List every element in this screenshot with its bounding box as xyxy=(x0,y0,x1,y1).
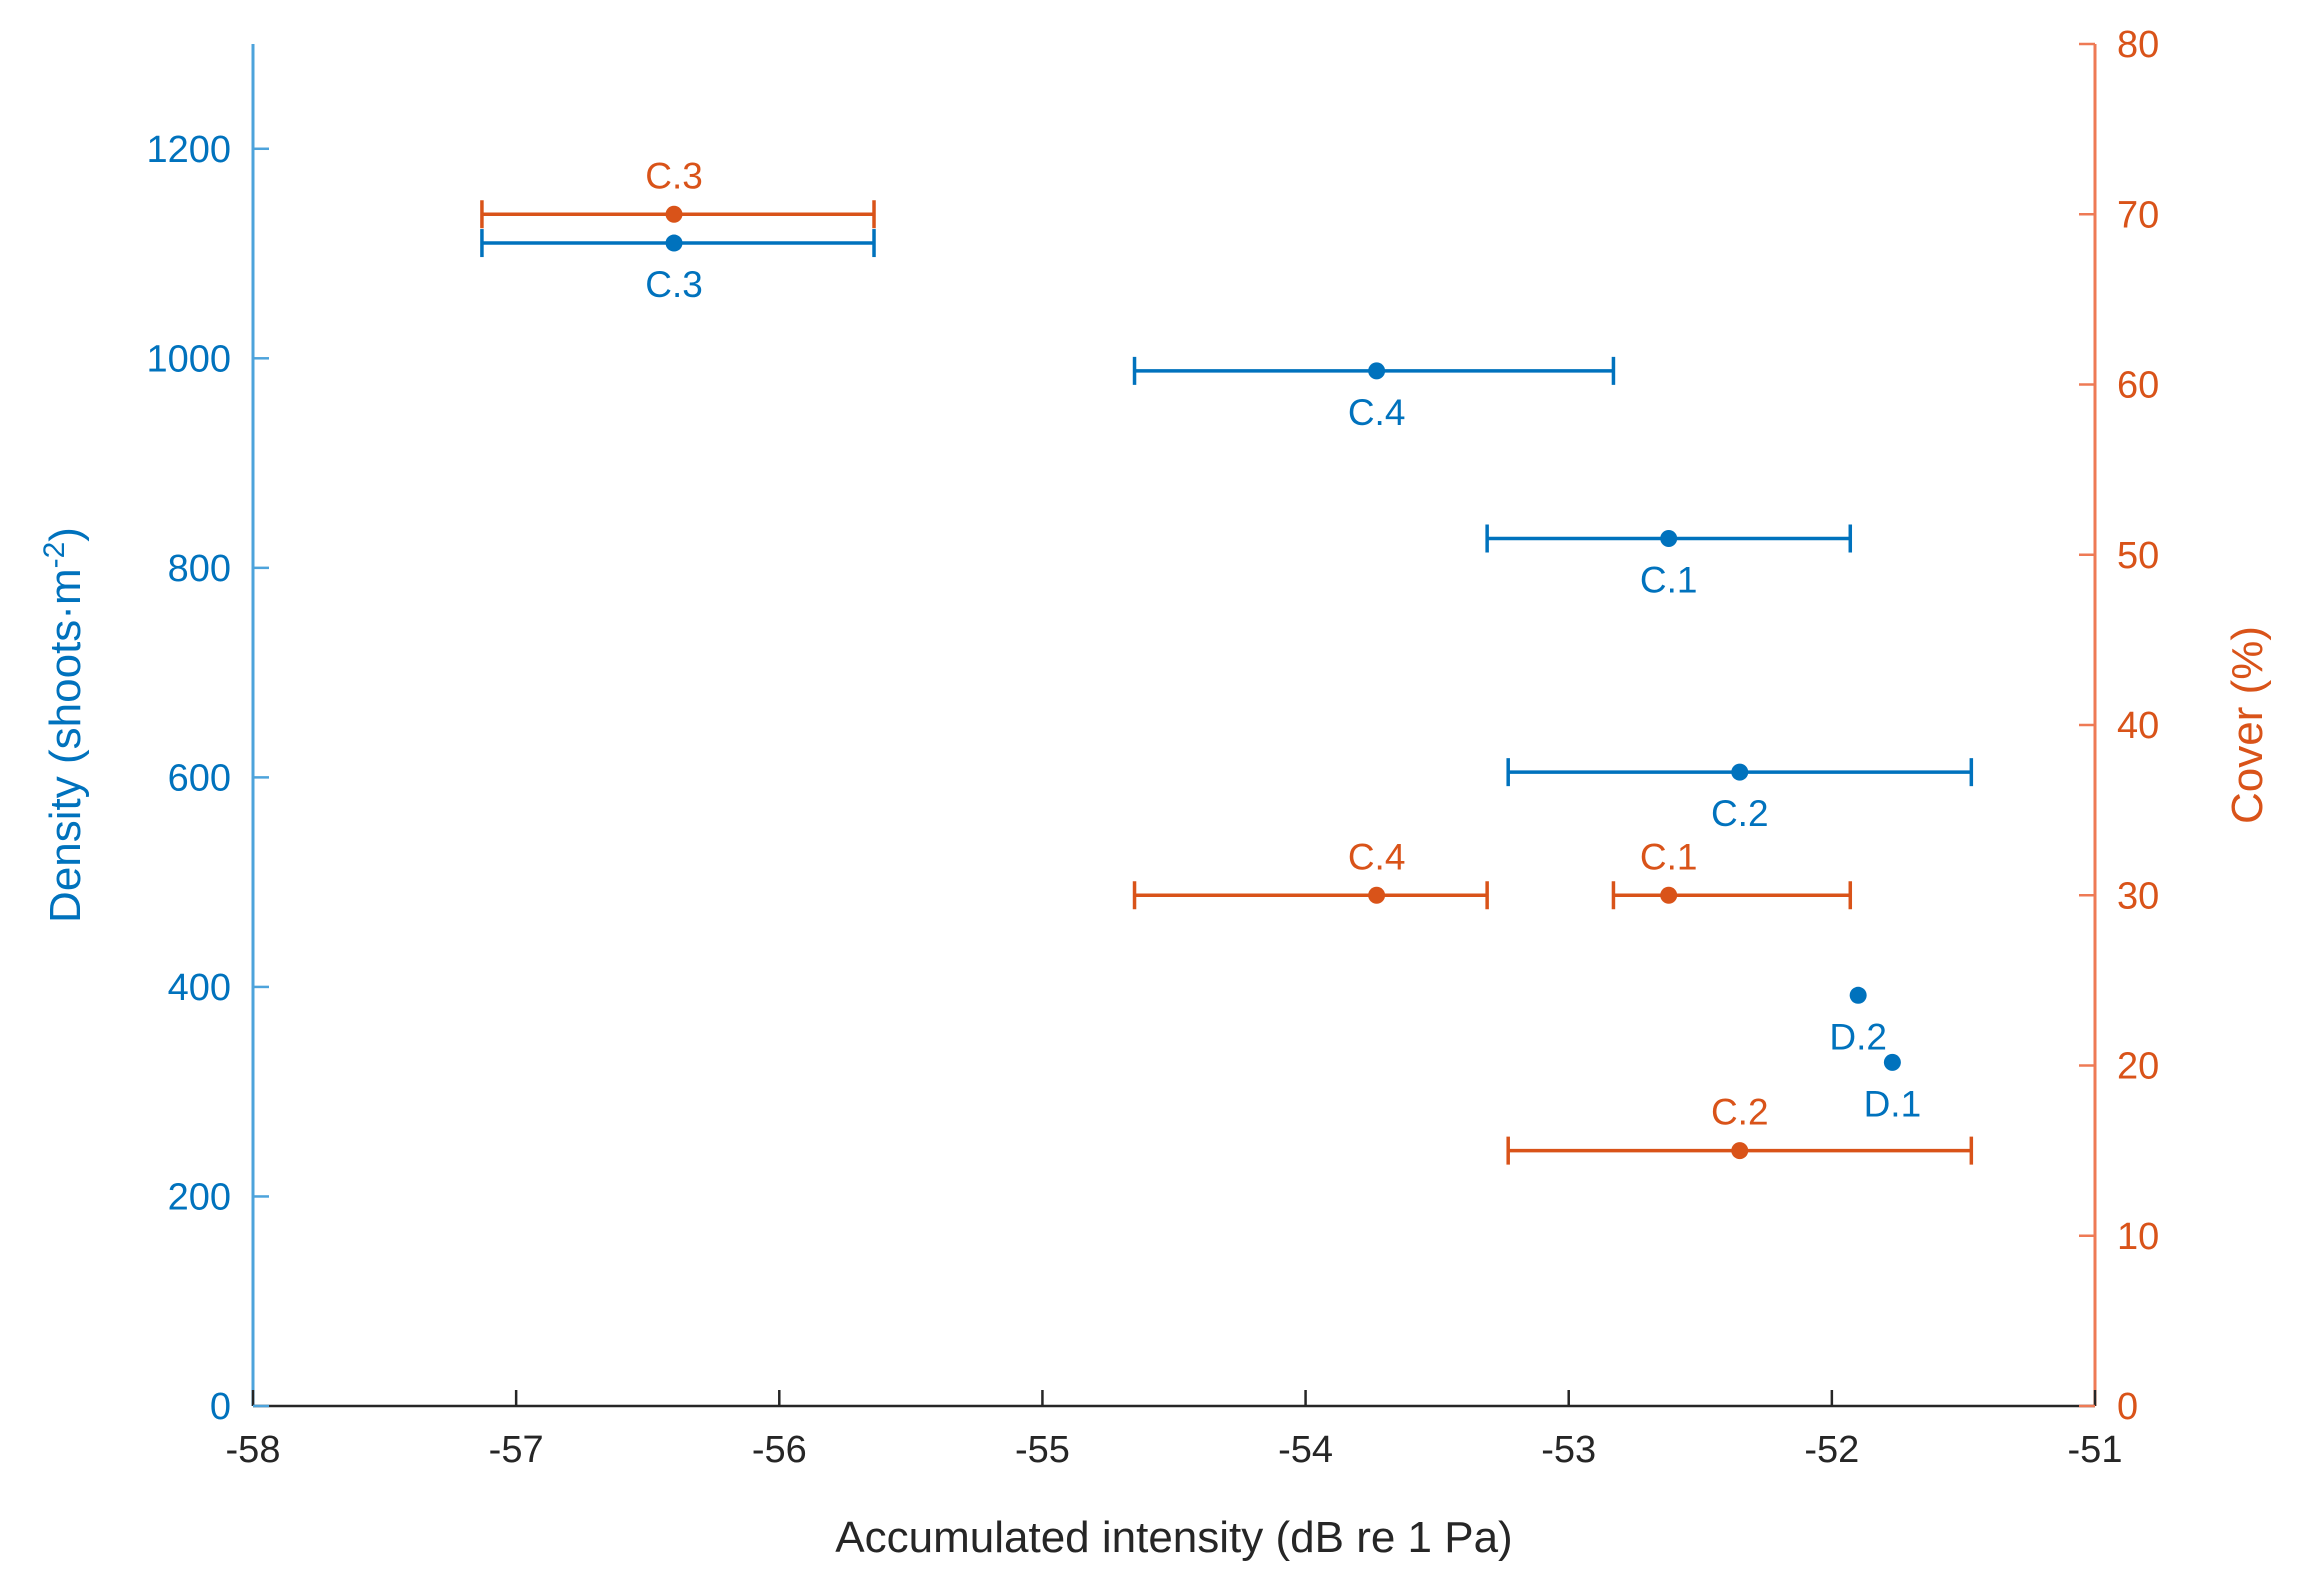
density-C3-0-label: C.3 xyxy=(645,264,703,305)
cover-C3-0-label: C.3 xyxy=(645,155,703,196)
y-right-tick-label-6: 60 xyxy=(2117,365,2159,407)
y-left-tick-label-2: 400 xyxy=(168,967,231,1009)
density-D1-5-point xyxy=(1883,1053,1901,1071)
density-C4-1-point xyxy=(1368,362,1386,380)
density-D2-4-label: D.2 xyxy=(1829,1016,1887,1057)
y-left-tick-label-6: 1200 xyxy=(146,129,231,171)
cover-C1-2-label: C.1 xyxy=(1640,836,1698,877)
y-right-tick-label-1: 10 xyxy=(2117,1216,2159,1258)
y-left-tick-label-4: 800 xyxy=(168,548,231,590)
x-tick-label-5: -53 xyxy=(1541,1429,1596,1471)
x-tick-label-7: -51 xyxy=(2068,1429,2123,1471)
y-left-axis-title-sup: -2 xyxy=(38,542,71,569)
y-right-tick-label-5: 50 xyxy=(2117,535,2159,577)
y-right-axis-title: Cover (%) xyxy=(2223,626,2272,824)
x-tick-label-4: -54 xyxy=(1278,1429,1333,1471)
y-left-tick-label-5: 1000 xyxy=(146,338,231,380)
labels-layer: -58 -57 -56 -55 -54 -53 -52 -510200400600800100… xyxy=(38,24,2272,1562)
y-right-tick-label-8: 80 xyxy=(2117,24,2159,66)
x-tick-label-1: -57 xyxy=(489,1429,544,1471)
density-C1-2-point xyxy=(1660,530,1678,548)
marks-layer xyxy=(480,200,1974,1165)
cover-C1-2-point xyxy=(1660,886,1678,904)
y-right-tick-label-7: 70 xyxy=(2117,194,2159,236)
x-tick-label-0: -58 xyxy=(226,1429,281,1471)
cover-C4-1-point xyxy=(1368,886,1386,904)
y-left-axis-title-end: ) xyxy=(41,527,90,542)
y-right-tick-label-0: 0 xyxy=(2117,1386,2138,1428)
density-D1-5-label: D.1 xyxy=(1864,1083,1922,1124)
density-C2-3-label: C.2 xyxy=(1711,793,1769,834)
x-tick-label-3: -55 xyxy=(1015,1429,1070,1471)
y-left-axis-title-main: Density (shoots·m xyxy=(41,568,90,923)
y-left-tick-label-1: 200 xyxy=(168,1176,231,1218)
cover-C3-0-point xyxy=(665,205,683,223)
y-left-tick-label-3: 600 xyxy=(168,757,231,799)
y-left-tick-label-0: 0 xyxy=(210,1386,231,1428)
y-right-tick-label-2: 20 xyxy=(2117,1046,2159,1088)
density-C2-3-point xyxy=(1731,763,1749,781)
x-tick-label-2: -56 xyxy=(752,1429,807,1471)
x-axis-title: Accumulated intensity (dB re 1 Pa) xyxy=(835,1513,1512,1562)
density-C1-2-label: C.1 xyxy=(1640,560,1698,601)
density-C3-0-point xyxy=(665,234,683,252)
y-left-axis-title: Density (shoots·m-2) xyxy=(38,527,90,923)
density-C4-1-label: C.4 xyxy=(1348,392,1406,433)
y-right-tick-label-4: 40 xyxy=(2117,705,2159,747)
cover-C4-1-label: C.4 xyxy=(1348,836,1406,877)
x-tick-label-6: -52 xyxy=(1804,1429,1859,1471)
cover-C2-3-label: C.2 xyxy=(1711,1092,1769,1133)
cover-C2-3-point xyxy=(1731,1142,1749,1160)
density-D2-4-point xyxy=(1849,986,1867,1004)
axes-layer xyxy=(251,42,2097,1408)
y-right-tick-label-3: 30 xyxy=(2117,875,2159,917)
